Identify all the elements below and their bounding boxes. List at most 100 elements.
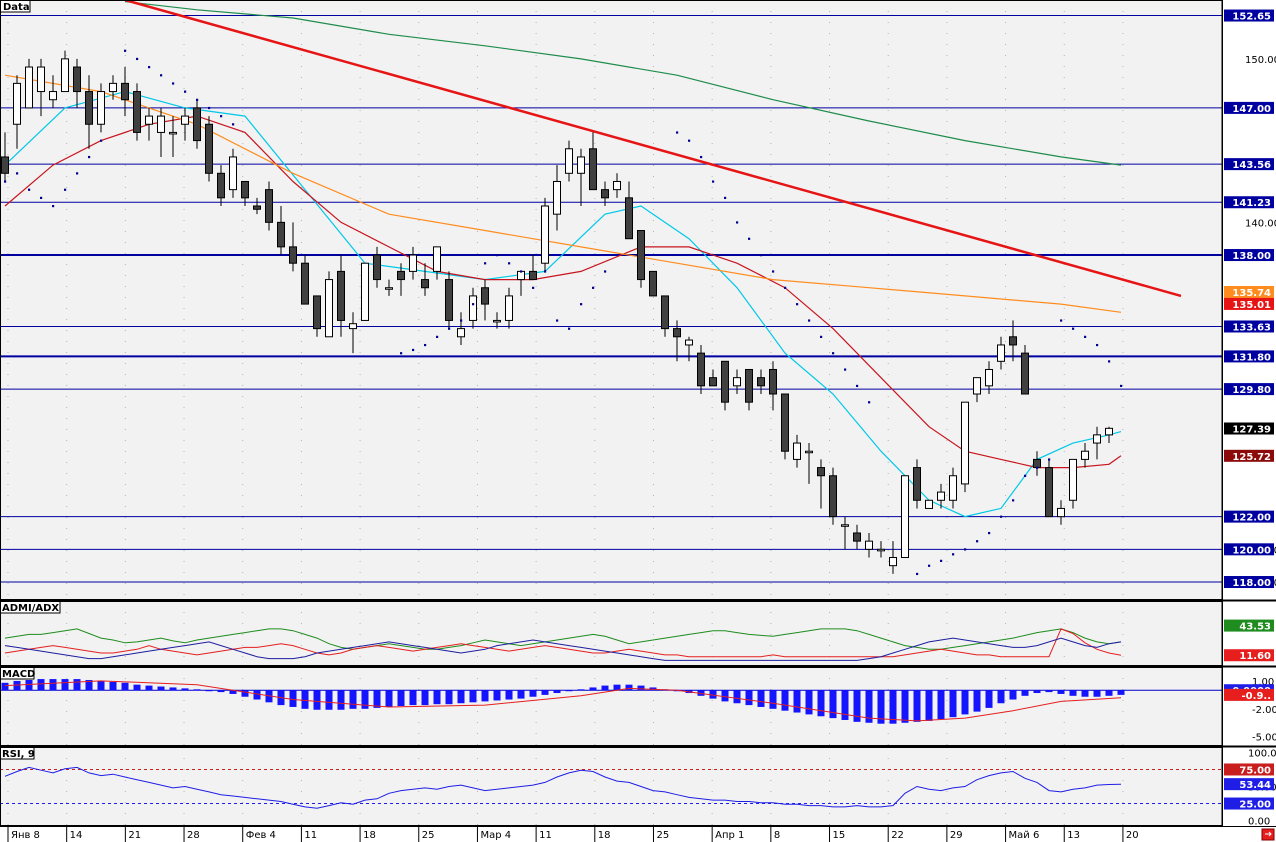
sar-dot <box>1060 319 1063 322</box>
candle-body <box>397 270 405 281</box>
candle <box>613 173 621 198</box>
candle <box>1081 443 1089 468</box>
candle <box>565 140 573 182</box>
sar-dot <box>1048 458 1051 461</box>
candle <box>601 181 609 206</box>
macd-bar <box>289 690 297 707</box>
candle <box>313 295 321 337</box>
macd-bar <box>937 690 945 720</box>
candle <box>1 132 9 182</box>
macd-bar <box>157 686 165 691</box>
macd-bar <box>253 690 261 700</box>
candle-body <box>409 254 417 272</box>
candle-body <box>1 156 9 174</box>
sar-dot <box>988 531 991 535</box>
sar-dot <box>700 155 703 159</box>
sar-dot <box>16 172 19 175</box>
candle-body <box>625 197 633 240</box>
rsi-y-tick-label: 100.00 <box>1248 748 1276 759</box>
candle <box>1057 500 1065 525</box>
sar-dot <box>28 188 31 191</box>
sar-dot <box>88 155 91 159</box>
candle-body <box>781 393 789 452</box>
candle <box>217 165 225 206</box>
level-tag-bg <box>1224 249 1274 262</box>
macd-bar <box>949 690 957 718</box>
macd-bar <box>409 690 417 706</box>
macd-bar <box>613 684 621 691</box>
level-tag-label: 133.63 <box>1232 322 1271 333</box>
candle-body <box>901 475 909 558</box>
level-price-tag: 122.00 <box>1224 510 1274 524</box>
price-tag-label: 127.39 <box>1232 425 1271 436</box>
macd-signal-line <box>4 680 1122 722</box>
candle <box>373 246 381 288</box>
candle <box>685 336 693 362</box>
sar-dot <box>184 90 187 93</box>
candle <box>769 361 777 411</box>
macd-bar <box>961 690 969 715</box>
sar-dot <box>400 352 403 355</box>
macd-bar <box>565 690 573 692</box>
candle-body <box>217 172 225 199</box>
candle <box>937 483 945 509</box>
candle-body <box>277 221 285 248</box>
candle <box>781 393 789 460</box>
macd-bar <box>1069 690 1077 696</box>
candle <box>709 369 717 387</box>
candle-body <box>25 66 33 109</box>
candle-body <box>145 115 153 125</box>
macd-bar <box>721 690 729 702</box>
macd-bar <box>817 690 825 717</box>
candle-body <box>241 180 249 199</box>
candle <box>973 377 981 403</box>
candle <box>889 541 897 574</box>
macd-bar <box>469 690 477 703</box>
rsi-tag-bg <box>1224 778 1274 791</box>
macd-bar <box>337 690 345 710</box>
macd-bar <box>73 679 81 691</box>
macd-bar <box>109 681 117 691</box>
sar-dot <box>496 254 499 257</box>
macd-bar <box>1021 690 1029 696</box>
candle <box>901 475 909 558</box>
rsi-line <box>4 766 1122 809</box>
price-panel-title: Data <box>3 2 30 13</box>
candle-body <box>61 58 69 93</box>
rsi-value-tag: 53.44 <box>1224 778 1274 791</box>
candle <box>265 181 273 231</box>
sar-dot <box>460 319 463 322</box>
macd-bar <box>241 690 249 697</box>
candle-body <box>829 475 837 518</box>
candle-body <box>637 230 645 281</box>
candle-body <box>169 131 177 135</box>
macd-bar <box>673 690 681 692</box>
level-tag-bg <box>1224 9 1274 22</box>
macd-bar <box>589 687 597 691</box>
level-price-tag: 141.23 <box>1224 196 1274 209</box>
candle <box>169 116 177 157</box>
x-tick-label: Янв 8 <box>11 830 40 841</box>
candle <box>877 541 885 558</box>
candle <box>1045 459 1053 518</box>
sar-dot <box>832 352 835 355</box>
macd-bar <box>373 690 381 708</box>
macd-bar <box>385 690 393 707</box>
macd-bar <box>529 690 537 697</box>
x-tick-label: 25 <box>656 830 669 841</box>
candle <box>121 67 129 117</box>
sar-dot <box>172 82 175 85</box>
macd-tag-bg <box>1224 688 1274 701</box>
x-tick-label: 13 <box>1067 830 1080 841</box>
sar-dot <box>736 221 739 224</box>
macd-bar <box>733 690 741 704</box>
candle <box>757 369 765 395</box>
price-tag-bg <box>1224 422 1274 435</box>
candle <box>961 401 969 493</box>
sar-dot <box>1096 343 1099 347</box>
sar-dot <box>928 564 931 567</box>
macd-bar <box>517 690 525 699</box>
candle-body <box>985 368 993 387</box>
candle-body <box>49 91 57 101</box>
